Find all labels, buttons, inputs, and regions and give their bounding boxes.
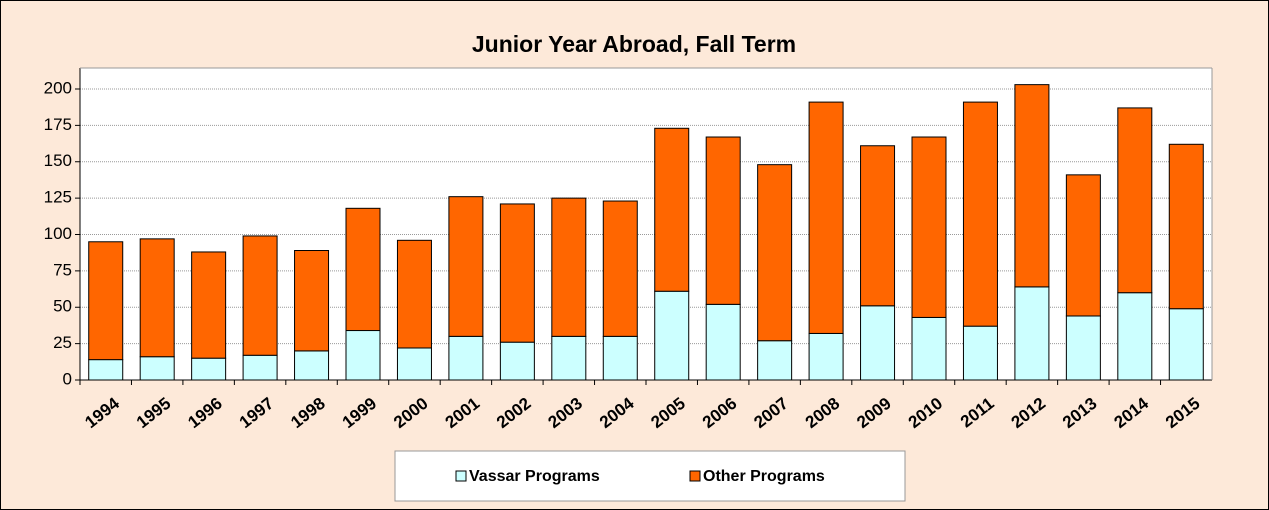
y-tick-label: 175 bbox=[44, 115, 72, 134]
bar bbox=[808, 332, 844, 381]
bar bbox=[448, 196, 484, 337]
legend-swatch bbox=[689, 470, 701, 482]
y-tick-label: 200 bbox=[44, 78, 72, 97]
y-tick-label: 50 bbox=[53, 297, 72, 316]
bar bbox=[1117, 292, 1153, 381]
bar bbox=[294, 250, 330, 352]
bar bbox=[396, 347, 432, 381]
bar bbox=[1065, 174, 1101, 317]
bar bbox=[139, 356, 175, 381]
bar bbox=[345, 330, 381, 381]
bar bbox=[1117, 107, 1153, 294]
bar bbox=[294, 350, 330, 381]
legend-swatch bbox=[455, 470, 467, 482]
bar bbox=[499, 341, 535, 381]
legend-label: Vassar Programs bbox=[469, 468, 600, 485]
bar bbox=[602, 200, 638, 337]
bar bbox=[396, 239, 432, 349]
bar bbox=[962, 101, 998, 327]
bar bbox=[911, 316, 947, 381]
bar bbox=[911, 136, 947, 318]
y-tick-label: 25 bbox=[53, 333, 72, 352]
legend bbox=[394, 450, 906, 502]
bar bbox=[448, 335, 484, 381]
bar bbox=[705, 303, 741, 381]
y-tick-label: 0 bbox=[63, 369, 72, 388]
bar bbox=[962, 325, 998, 381]
bar bbox=[499, 203, 535, 343]
bar bbox=[808, 101, 844, 334]
bar bbox=[1014, 84, 1050, 288]
bar bbox=[1168, 143, 1204, 310]
y-tick-label: 100 bbox=[44, 224, 72, 243]
bar bbox=[860, 305, 896, 381]
y-tick-label: 75 bbox=[53, 260, 72, 279]
bar bbox=[191, 357, 227, 381]
bar bbox=[242, 235, 278, 356]
bar bbox=[654, 290, 690, 381]
bar bbox=[757, 164, 793, 342]
bar bbox=[1065, 315, 1101, 381]
bar bbox=[551, 197, 587, 337]
bar bbox=[345, 207, 381, 332]
bar bbox=[757, 340, 793, 381]
bar bbox=[242, 354, 278, 381]
bar bbox=[191, 251, 227, 359]
bar bbox=[1014, 286, 1050, 381]
bar bbox=[654, 127, 690, 292]
bar bbox=[551, 335, 587, 381]
chart-title: Junior Year Abroad, Fall Term bbox=[472, 31, 796, 57]
bar bbox=[139, 238, 175, 358]
bar bbox=[1168, 308, 1204, 381]
legend-label: Other Programs bbox=[703, 468, 825, 485]
y-tick-label: 150 bbox=[44, 151, 72, 170]
bar bbox=[705, 136, 741, 305]
bar bbox=[860, 145, 896, 307]
bar bbox=[88, 359, 124, 381]
bar bbox=[88, 241, 124, 361]
y-tick-label: 125 bbox=[44, 188, 72, 207]
bar bbox=[602, 335, 638, 381]
